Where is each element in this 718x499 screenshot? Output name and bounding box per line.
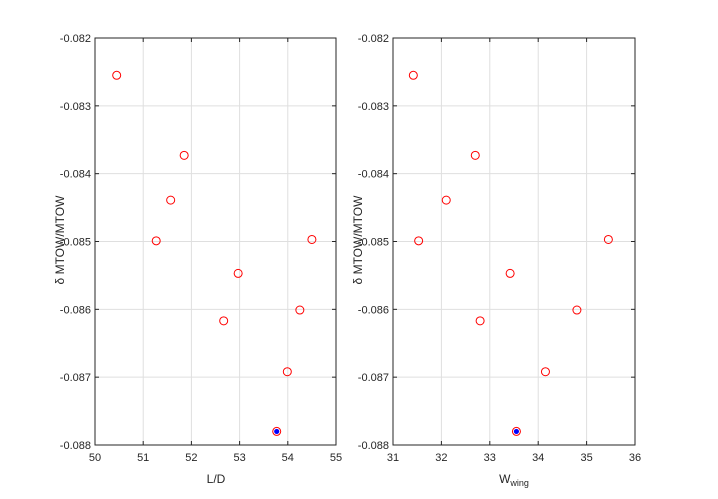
right-y-tick-label: -0.083 — [358, 101, 389, 113]
right-x-axis-label-main: W — [499, 472, 511, 486]
right-data-point — [540, 367, 550, 377]
right-data-point — [408, 70, 418, 80]
right-x-tick-label: 33 — [484, 452, 496, 464]
left-y-tick-label: -0.087 — [60, 372, 91, 384]
right-y-tick-label: -0.082 — [358, 33, 389, 45]
left-x-tick-label: 52 — [185, 452, 197, 464]
left-highlight-point — [274, 428, 280, 435]
left-x-tick-label: 50 — [89, 452, 101, 464]
left-data-point — [233, 268, 243, 278]
right-y-tick-label: -0.085 — [358, 237, 389, 249]
right-x-tick-label: 31 — [387, 452, 399, 464]
left-x-axis-label: L/D — [207, 472, 226, 486]
left-y-tick-label: -0.088 — [60, 440, 91, 452]
right-y-tick-label: -0.084 — [358, 169, 389, 181]
left-x-tick-label: 55 — [330, 452, 342, 464]
left-y-tick-label: -0.082 — [60, 33, 91, 45]
right-data-point — [572, 305, 582, 315]
left-y-axis-label: δ MTOW/MTOW — [53, 195, 67, 285]
right-x-axis-label-sub: wing — [509, 478, 529, 488]
right-x-axis-label: Wwing — [499, 472, 529, 488]
right-scatter-plot: δ MTOW/MTOW Wwing 31 32 33 34 35 36 -0.082 -0.0… — [351, 33, 641, 488]
right-data-point — [511, 426, 521, 436]
right-data-point — [414, 236, 424, 246]
left-x-tick-label: 54 — [282, 452, 294, 464]
left-data-point — [295, 305, 305, 315]
right-y-tick-label: -0.086 — [358, 304, 389, 316]
left-x-tick-label: 51 — [137, 452, 149, 464]
right-data-point — [603, 234, 613, 244]
left-data-point — [307, 234, 317, 244]
left-data-point — [179, 150, 189, 160]
left-data-point — [219, 316, 229, 326]
right-data-point — [470, 150, 480, 160]
left-data-point — [282, 367, 292, 377]
right-data-point — [475, 316, 485, 326]
left-data-point — [166, 195, 176, 205]
left-y-tick-label: -0.084 — [60, 169, 91, 181]
left-x-axis-label-main: L/D — [207, 472, 226, 486]
right-highlight-point — [513, 428, 520, 435]
left-data-point — [272, 426, 282, 436]
left-scatter-plot: δ MTOW/MTOW L/D 50 51 52 53 54 55 -0.082 -0.083… — [53, 33, 342, 486]
left-data-point — [151, 236, 161, 246]
right-x-tick-label: 35 — [580, 452, 592, 464]
right-data-point — [505, 268, 515, 278]
right-y-axis-label: δ MTOW/MTOW — [351, 195, 365, 285]
right-y-tick-label: -0.087 — [358, 372, 389, 384]
right-x-tick-label: 34 — [532, 452, 544, 464]
left-x-tick-label: 53 — [233, 452, 245, 464]
right-x-tick-label: 36 — [629, 452, 641, 464]
left-y-tick-label: -0.083 — [60, 101, 91, 113]
left-y-tick-label: -0.085 — [60, 237, 91, 249]
right-data-point — [441, 195, 451, 205]
right-y-tick-label: -0.088 — [358, 440, 389, 452]
left-y-tick-label: -0.086 — [60, 304, 91, 316]
right-x-tick-label: 32 — [435, 452, 447, 464]
left-data-point — [112, 70, 122, 80]
